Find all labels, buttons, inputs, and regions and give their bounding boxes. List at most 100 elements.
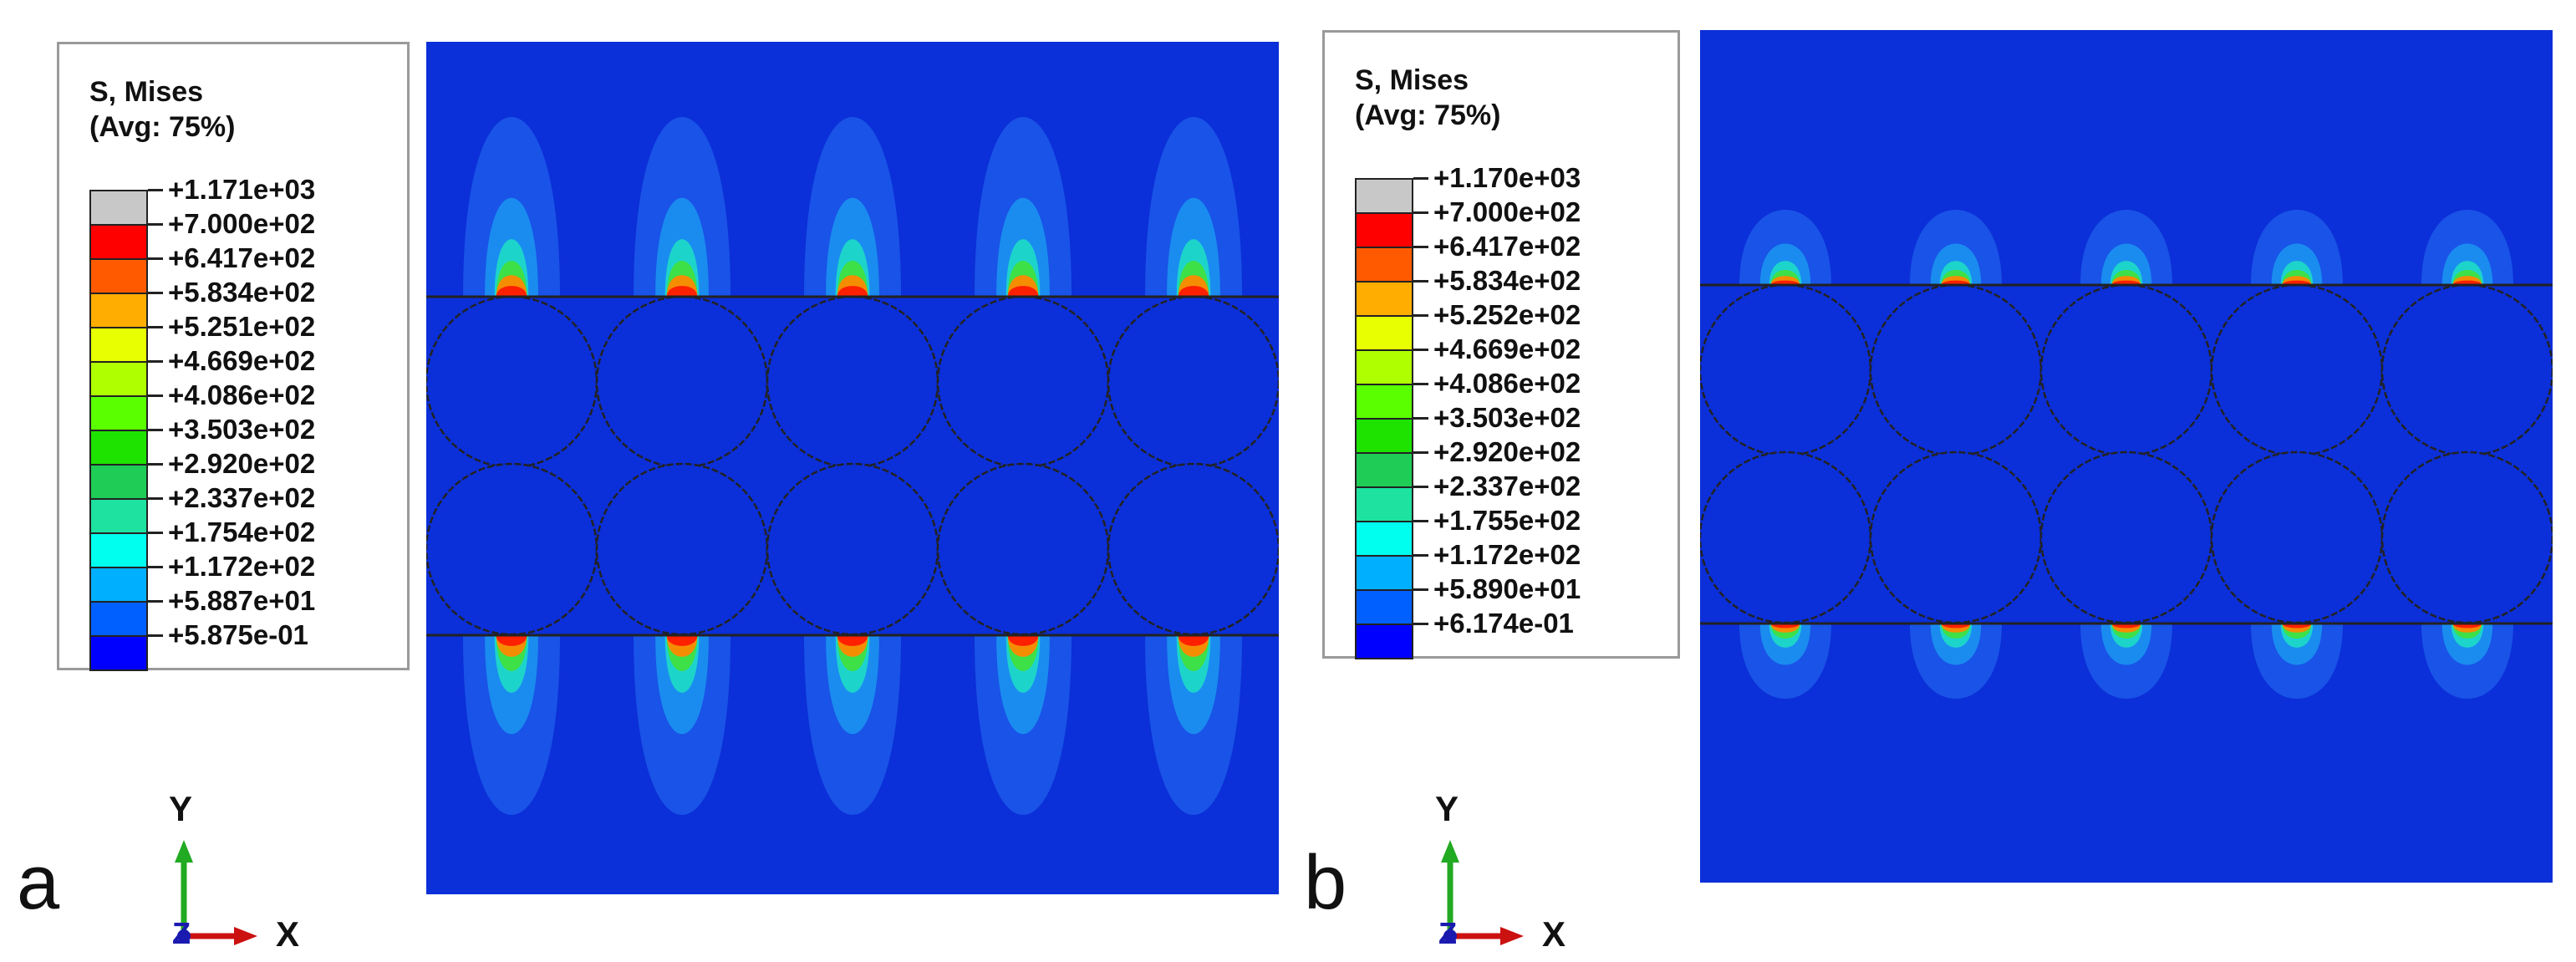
legend-tick (148, 463, 163, 466)
legend-tick (148, 394, 163, 397)
legend-subtitle: (Avg: 75%) (89, 111, 236, 143)
legend-value: +1.172e+02 (1433, 539, 1581, 570)
legend-tick (1413, 520, 1428, 522)
legend-value: +4.669e+02 (1433, 333, 1581, 364)
legend-tick (1413, 177, 1428, 180)
legend-tick (148, 292, 163, 294)
axis-label-z: Z (172, 916, 191, 950)
axis-label-x: X (1542, 914, 1566, 954)
legend-color-band (89, 224, 148, 260)
stress-contour (666, 286, 698, 297)
legend-color-band (1355, 349, 1413, 385)
legend-tick (148, 223, 163, 226)
legend-color-band (89, 293, 148, 328)
fiber-circle (1107, 462, 1279, 636)
fiber-circle (936, 295, 1110, 469)
stress-contour (666, 635, 698, 646)
legend-tick (148, 189, 163, 191)
legend-tick (148, 634, 163, 637)
legend-value: +3.503e+02 (1433, 402, 1581, 433)
legend-color-band (89, 532, 148, 568)
legend-tick (1413, 246, 1428, 248)
legend-title: S, Mises (1355, 64, 1469, 96)
legend-color-band (89, 464, 148, 500)
legend-value: +6.417e+02 (1433, 231, 1581, 262)
legend-value: +5.875e-01 (168, 619, 308, 650)
legend-value: +1.170e+03 (1433, 162, 1581, 193)
fiber-circle (1700, 283, 1872, 457)
fiber-circle (2380, 450, 2553, 624)
fiber-circle (2210, 450, 2384, 624)
fiber-circle (766, 462, 939, 636)
legend-value: +1.171e+03 (168, 174, 316, 205)
axis-label-x: X (276, 914, 300, 954)
legend-title: S, Mises (89, 76, 204, 108)
axis-triad-b: Y Z X (1425, 789, 1592, 954)
legend-tick (1413, 417, 1428, 420)
legend-tick (1413, 314, 1428, 317)
legend-color-band (89, 395, 148, 431)
legend-tick (148, 326, 163, 328)
legend-tick (1413, 451, 1428, 454)
legend-tick (148, 497, 163, 500)
legend-color-band (89, 327, 148, 363)
legend-color-band (1355, 281, 1413, 317)
legend-color-band (89, 601, 148, 637)
axis-triad-arrows (1441, 840, 1524, 945)
legend-value: +4.086e+02 (1433, 368, 1581, 399)
legend-tick (148, 600, 163, 603)
legend-value: +1.754e+02 (168, 517, 316, 547)
fiber-circle (2210, 283, 2384, 457)
legend-value: +1.172e+02 (168, 551, 316, 582)
legend-color-band (1355, 589, 1413, 625)
legend-color-band (1355, 521, 1413, 557)
stress-contour (1007, 635, 1039, 646)
legend-value: +7.000e+02 (168, 208, 316, 239)
legend-color-band (89, 498, 148, 534)
legend-tick (1413, 588, 1428, 591)
fiber-circle (426, 295, 598, 469)
legend-tick (1413, 211, 1428, 214)
legend-value: +2.920e+02 (168, 448, 316, 479)
legend-tick (1413, 280, 1428, 282)
legend-value: +5.834e+02 (1433, 265, 1581, 296)
stress-field-a (426, 42, 1279, 894)
legend-color-band (1355, 247, 1413, 282)
legend-tick (1413, 383, 1428, 385)
legend-tick (148, 257, 163, 260)
fiber-circle (2380, 283, 2553, 457)
axis-label-y: Y (169, 789, 193, 828)
panel-label-b: b (1304, 840, 1347, 925)
axis-triad-a: Y Z X (159, 789, 326, 954)
legend-value: +6.174e-01 (1433, 608, 1574, 639)
panel-label-a: a (17, 840, 60, 925)
legend-color-band (1355, 452, 1413, 488)
legend-color-band (89, 635, 148, 671)
stress-contour (1007, 286, 1039, 297)
legend-color-band (1355, 315, 1413, 351)
legend-color-band (1355, 178, 1413, 214)
fiber-circle (595, 462, 769, 636)
legend-color-band (1355, 384, 1413, 420)
fiber-circle (1107, 295, 1279, 469)
legend-value: +6.417e+02 (168, 242, 316, 273)
legend-value: +5.251e+02 (168, 311, 316, 342)
stress-contour (837, 635, 868, 646)
fiber-circle (2039, 450, 2213, 624)
legend-tick (1413, 554, 1428, 557)
stress-contour (496, 635, 527, 646)
legend-color-band (89, 258, 148, 294)
legend-value: +3.503e+02 (168, 414, 316, 445)
legend-tick (148, 532, 163, 534)
legend-value: +5.890e+01 (1433, 573, 1581, 604)
stress-contour (1178, 635, 1209, 646)
legend-tick (148, 429, 163, 431)
stress-contour (1178, 286, 1209, 297)
fiber-circle (936, 462, 1110, 636)
legend-value: +5.252e+02 (1433, 299, 1581, 330)
legend-value: +5.834e+02 (168, 277, 316, 308)
legend-color-band (1355, 486, 1413, 522)
legend-value: +1.755e+02 (1433, 505, 1581, 536)
legend-value: +7.000e+02 (1433, 196, 1581, 227)
axis-triad-arrows (175, 840, 257, 945)
